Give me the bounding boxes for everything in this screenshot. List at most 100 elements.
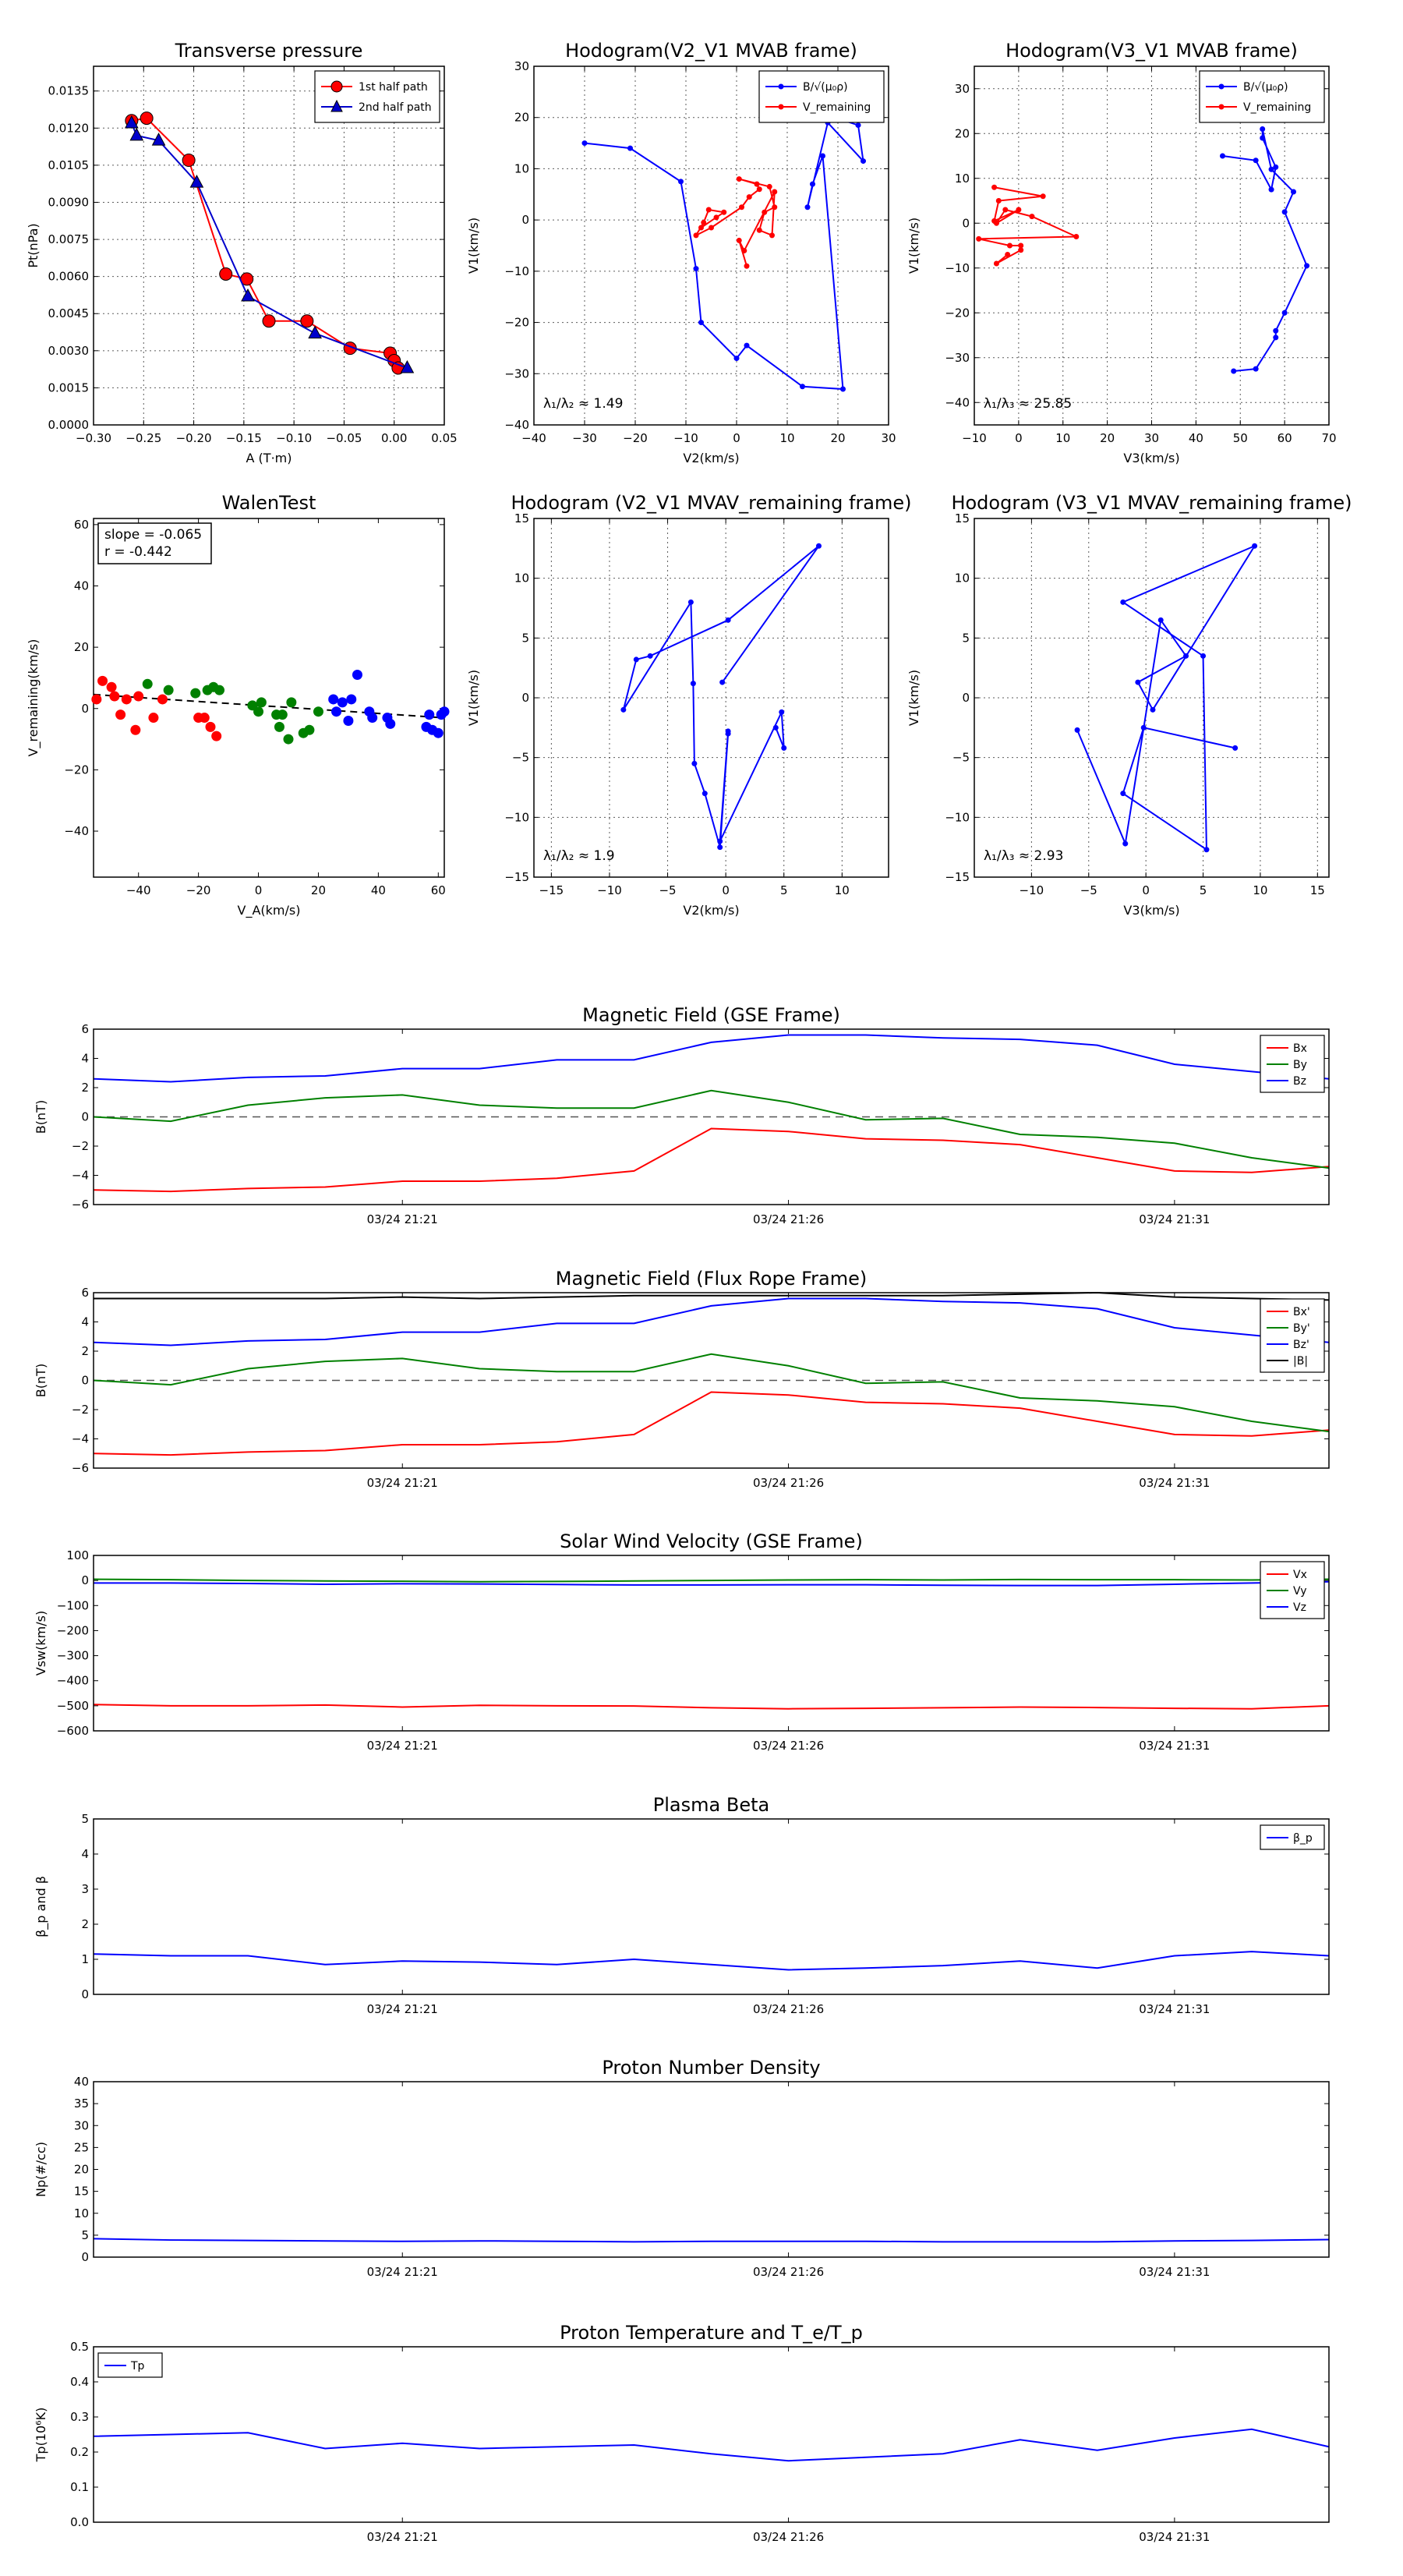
data-point: [256, 697, 267, 708]
data-point: [581, 140, 588, 147]
y-tick-label: −400: [57, 1674, 89, 1688]
data-point: [130, 724, 141, 735]
x-tick-label: 5: [1200, 883, 1207, 897]
data-point: [1232, 745, 1239, 751]
legend-box: [314, 70, 440, 123]
y-tick-label: −20: [945, 306, 970, 320]
x-tick-label: 03/24 21:26: [753, 1739, 824, 1753]
data-point: [163, 685, 174, 695]
data-point: [725, 728, 731, 734]
data-point: [109, 691, 120, 702]
data-point: [702, 791, 708, 797]
y-axis-label: V1(km/s): [466, 218, 481, 274]
data-point: [385, 718, 396, 729]
y-axis-label: Vsw(km/s): [34, 1611, 48, 1675]
y-tick-label: 0.0: [70, 2515, 89, 2529]
data-point: [804, 204, 811, 211]
data-point: [701, 219, 707, 225]
x-tick-label: 40: [371, 883, 386, 897]
data-point: [211, 731, 222, 741]
data-point: [439, 706, 450, 717]
x-tick-label: 03/24 21:31: [1139, 2530, 1210, 2544]
data-point: [253, 706, 264, 717]
chart-title: Hodogram (V2_V1 MVAV_remaining frame): [511, 492, 911, 514]
y-tick-label: 0.0015: [48, 380, 90, 395]
data-point: [328, 694, 339, 705]
legend-label: By: [1293, 1059, 1307, 1071]
y-tick-label: 40: [74, 2075, 89, 2089]
ratio-annotation: λ₁/λ₃ ≈ 2.93: [984, 848, 1063, 864]
series-line-1: [694, 178, 776, 267]
series-line-0: [622, 545, 820, 847]
y-tick-label: −10: [504, 810, 529, 824]
data-point: [1018, 247, 1024, 253]
data-point: [313, 706, 323, 717]
x-tick-label: 03/24 21:21: [367, 2265, 438, 2279]
data-point: [1220, 153, 1225, 159]
legend-label: By': [1293, 1322, 1310, 1335]
data-point: [766, 183, 772, 189]
y-tick-label: 3: [81, 1882, 89, 1896]
series-line-3: [94, 1291, 1330, 1301]
y-tick-label: 0: [81, 1110, 89, 1124]
data-point: [277, 709, 288, 720]
x-tick-label: 03/24 21:26: [753, 2265, 824, 2279]
y-tick-label: 0.4: [70, 2375, 89, 2389]
data-point: [690, 681, 696, 687]
data-point: [993, 220, 999, 226]
y-tick-label: 0.2: [70, 2445, 89, 2459]
x-tick-label: 20: [830, 431, 845, 445]
data-point: [182, 154, 196, 168]
data-point: [1260, 126, 1266, 132]
x-tick-label: 03/24 21:21: [367, 1739, 438, 1753]
y-tick-label: 20: [955, 126, 970, 140]
data-point: [331, 706, 342, 717]
y-tick-label: 2: [81, 1081, 89, 1095]
timeseries-panel-10: 03/24 21:21 03/24 21:26 03/24 21:31 0 5 10 15 2…: [34, 2057, 1330, 2279]
ratio-annotation: λ₁/λ₃ ≈ 25.85: [984, 396, 1072, 412]
y-tick-label: −10: [945, 810, 970, 824]
x-tick-label: −10: [962, 431, 987, 445]
series-line-0: [93, 1704, 1330, 1710]
legend-marker: [1218, 83, 1225, 90]
data-point: [157, 694, 168, 705]
series-line-1: [130, 122, 408, 369]
data-point: [815, 543, 822, 549]
data-point: [1016, 207, 1022, 213]
data-point: [1157, 617, 1164, 623]
y-tick-label: 0.0030: [48, 344, 90, 358]
chart-title: Proton Number Density: [602, 2057, 820, 2079]
data-point: [142, 678, 153, 689]
y-tick-label: −10: [504, 264, 529, 278]
y-tick-label: −2: [72, 1139, 89, 1153]
plot-frame: [533, 518, 889, 878]
data-point: [1007, 242, 1012, 249]
series-line-1: [93, 1353, 1330, 1433]
y-tick-label: 10: [955, 172, 970, 186]
x-tick-label: 60: [431, 883, 446, 897]
chart-panel-0: −0.30 −0.25 −0.20 −0.15 −0.10 −0.05 0.00 0.05 0.…: [26, 40, 458, 465]
y-tick-label: 0.0060: [48, 270, 90, 284]
series-line-1: [93, 1578, 1330, 1583]
y-tick-label: 0: [81, 1573, 89, 1587]
data-point: [262, 314, 276, 328]
y-tick-label: 0: [81, 1374, 89, 1388]
data-point: [1268, 166, 1274, 172]
y-tick-label: 0.1: [70, 2480, 89, 2494]
plot-frame: [93, 2346, 1330, 2523]
plot-frame: [93, 65, 445, 426]
y-tick-label: −300: [57, 1649, 89, 1663]
annotation-line: slope = -0.065: [104, 527, 202, 543]
y-tick-label: −15: [504, 870, 529, 884]
plot-frame: [974, 518, 1330, 878]
legend-label: V_remaining: [1243, 101, 1311, 114]
y-tick-label: −200: [57, 1623, 89, 1637]
y-tick-label: 0.0045: [48, 306, 90, 320]
legend-marker: [330, 80, 343, 93]
x-tick-label: −40: [126, 883, 151, 897]
ratio-annotation: λ₁/λ₂ ≈ 1.49: [543, 396, 623, 412]
y-tick-label: 0.0105: [48, 158, 90, 172]
x-tick-label: 10: [1253, 883, 1267, 897]
